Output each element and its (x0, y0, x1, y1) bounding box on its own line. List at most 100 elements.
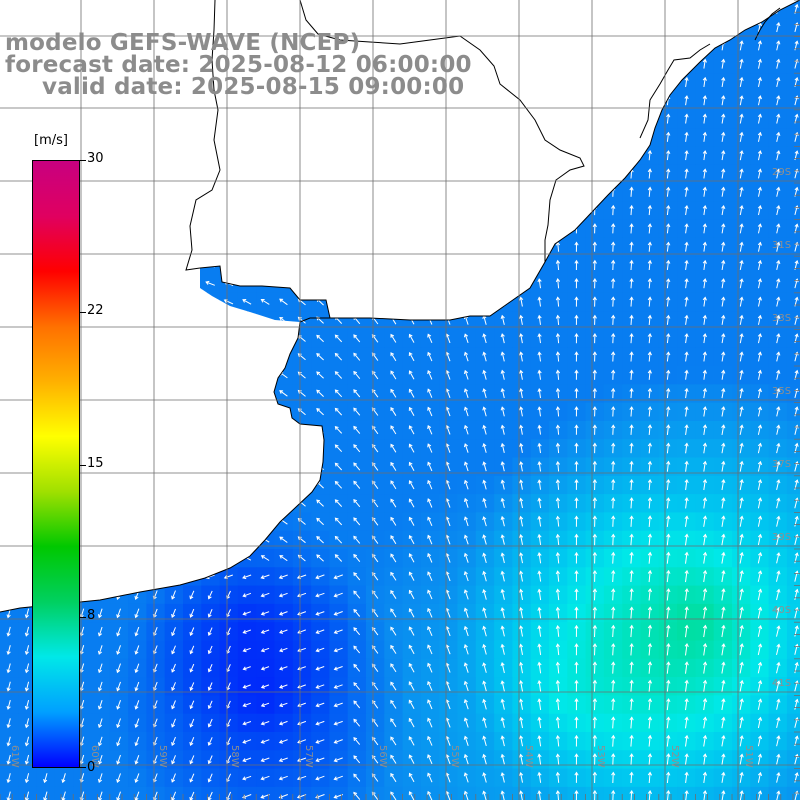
wind-arrow (408, 223, 415, 234)
wind-arrow (574, 131, 579, 142)
wind-arrow (739, 95, 744, 106)
wind-arrow (519, 76, 524, 87)
wind-speed-cell (494, 54, 513, 74)
wind-arrow (205, 555, 215, 561)
wind-arrow (6, 590, 11, 601)
wind-arrow (186, 152, 197, 158)
wind-arrow (776, 58, 781, 69)
wind-speed-cell (201, 329, 221, 349)
wind-arrow (390, 169, 397, 179)
wind-arrow (113, 427, 124, 433)
wind-arrow (463, 95, 469, 106)
wind-speed-cell (219, 219, 239, 239)
wind-arrow (279, 280, 288, 287)
wind-speed-cell (292, 128, 312, 147)
wind-arrow (22, 281, 33, 287)
wind-arrow (113, 226, 124, 231)
wind-arrow (500, 150, 505, 161)
wind-arrow (168, 409, 179, 414)
wind-speed-cell (786, 183, 800, 202)
wind-arrow (205, 134, 215, 140)
wind-speed-cell (475, 91, 495, 111)
wind-speed-cell (347, 292, 367, 312)
wind-arrow (223, 445, 234, 451)
wind-arrow (500, 131, 505, 142)
colorbar-tick-label: 22 (87, 303, 104, 318)
wind-speed-cell (622, 36, 642, 56)
wind-speed-cell (530, 201, 550, 221)
wind-speed-cell (146, 274, 166, 294)
wind-speed-cell (713, 0, 733, 19)
wind-speed-cell (164, 366, 184, 385)
wind-speed-cell (475, 73, 495, 93)
wind-speed-cell (128, 786, 147, 800)
wind-speed-cell (786, 366, 800, 385)
longitude-label: 56W (377, 745, 388, 768)
wind-arrow (702, 40, 707, 51)
wind-arrow (610, 40, 616, 51)
wind-arrow (260, 152, 270, 159)
wind-speed-cell (164, 786, 184, 800)
wind-speed-cell (274, 256, 294, 276)
wind-arrow (113, 372, 124, 378)
wind-speed-cell (457, 0, 477, 19)
wind-arrow (113, 171, 124, 176)
wind-speed-cell (402, 109, 422, 129)
wind-arrow (555, 131, 561, 142)
wind-arrow (316, 261, 324, 269)
wind-speed-cell (164, 494, 184, 513)
wind-speed-cell (366, 292, 385, 312)
wind-arrow (205, 427, 215, 433)
wind-speed-cell (786, 73, 800, 93)
wind-arrow (463, 278, 469, 289)
wind-speed-cell (219, 366, 239, 385)
wind-arrow (353, 297, 361, 306)
wind-arrow (684, 113, 689, 124)
wind-speed-cell (128, 512, 147, 532)
wind-arrow (463, 296, 469, 307)
wind-speed-cell (183, 109, 202, 129)
wind-arrow (537, 21, 542, 33)
wind-speed-cell (0, 329, 19, 349)
wind-speed-cell (237, 274, 257, 294)
wind-arrow (205, 390, 215, 396)
wind-arrow (95, 281, 106, 286)
wind-arrow (500, 204, 505, 216)
wind-arrow (757, 95, 762, 106)
wind-arrow (463, 77, 469, 87)
wind-arrow (131, 134, 142, 140)
wind-arrow (684, 95, 689, 106)
wind-arrow (519, 204, 524, 216)
wind-speed-cell (366, 109, 385, 129)
wind-arrow (427, 260, 433, 270)
wind-arrow (279, 262, 288, 269)
wind-arrow (555, 3, 561, 14)
latitude-label: 33S (772, 313, 791, 324)
wind-arrow (168, 427, 179, 432)
wind-speed-cell (695, 36, 715, 56)
wind-arrow (279, 133, 288, 141)
wind-speed-cell (494, 201, 513, 221)
wind-arrow (260, 408, 270, 415)
wind-arrow (445, 296, 451, 307)
wind-speed-cell (201, 420, 221, 440)
wind-speed-cell (786, 347, 800, 367)
wind-arrow (482, 95, 487, 106)
wind-arrow (427, 113, 433, 124)
wind-speed-cell (164, 549, 184, 568)
wind-arrow (150, 317, 161, 322)
wind-arrow (3, 208, 14, 214)
wind-speed-cell (164, 201, 184, 221)
wind-speed-cell (164, 256, 184, 276)
wind-arrow (113, 391, 124, 396)
wind-speed-cell (494, 0, 513, 19)
wind-speed-cell (109, 439, 129, 459)
wind-arrow (131, 427, 142, 432)
colorbar-tick (80, 160, 86, 161)
wind-speed-cell (237, 183, 257, 202)
wind-speed-cell (567, 109, 587, 129)
wind-speed-cell (347, 274, 367, 294)
wind-arrow (574, 204, 579, 216)
wind-speed-cell (475, 54, 495, 74)
wind-arrow (150, 116, 161, 121)
